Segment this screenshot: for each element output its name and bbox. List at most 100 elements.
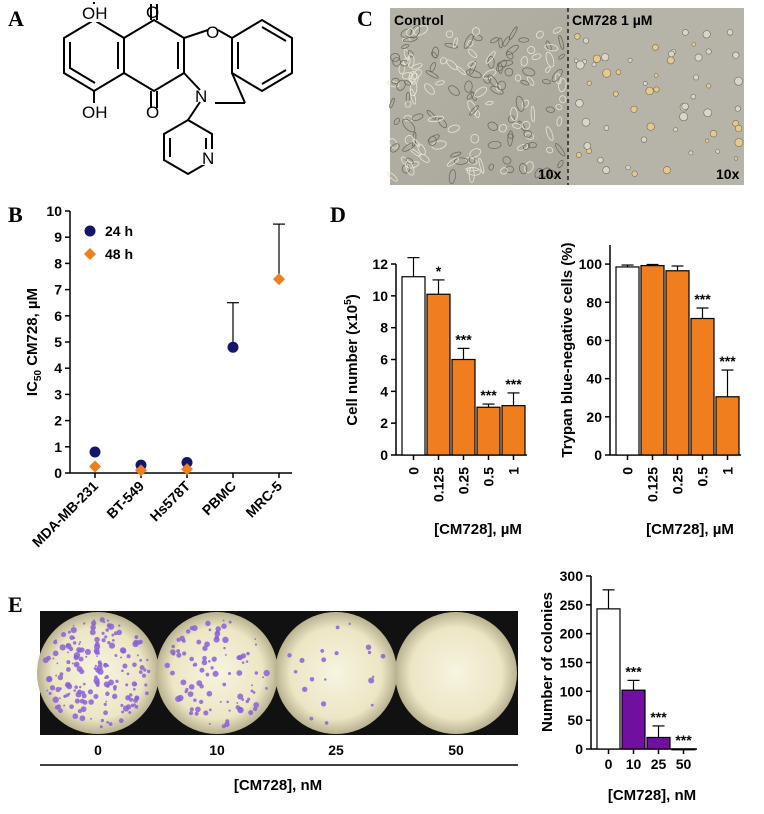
cell-mark (391, 77, 400, 85)
colony-dot (223, 646, 226, 650)
colony-plates: 0 10 25 50 [CM728], nM (37, 611, 518, 794)
cell-mark (522, 67, 536, 77)
colony-dot (120, 703, 124, 708)
colony-dot (250, 689, 254, 693)
colony-dot (107, 640, 111, 645)
significance-label: *** (505, 376, 522, 392)
cell-mark (427, 115, 445, 123)
cell-mark (541, 79, 552, 85)
cell-mark (518, 37, 530, 43)
x-axis-label: [CM728], µM (434, 521, 522, 538)
x-tick-label: 0.25 (670, 467, 686, 494)
colony-dot (208, 722, 211, 725)
colony-dot (225, 719, 230, 724)
colony-dot (128, 710, 132, 714)
colony-dot (101, 631, 105, 635)
colony-dot (265, 687, 268, 690)
colony-dot (74, 698, 80, 704)
plate-axis-label: [CM728], nM (234, 777, 322, 794)
colony-dot (135, 635, 138, 638)
round-cell-mark (709, 129, 718, 138)
cell-mark (500, 167, 508, 175)
bar (451, 358, 476, 456)
round-cell-mark (673, 127, 679, 133)
cell-mark (556, 116, 563, 127)
colony-dot (111, 633, 115, 637)
cell-mark (465, 167, 479, 172)
colony-dot (103, 702, 107, 707)
bar (476, 406, 501, 456)
cell-mark (402, 118, 416, 133)
colony-dot (176, 652, 182, 658)
colony-dot (219, 700, 222, 703)
cell-mark (485, 100, 494, 106)
round-cell-mark (703, 108, 713, 118)
colony-dot (80, 706, 87, 713)
colony-dot (90, 624, 96, 631)
colony-dot (188, 684, 195, 690)
colony-dot (78, 685, 82, 689)
cell-mark (424, 83, 435, 95)
chemical-structure (63, 2, 293, 176)
cell-mark (402, 141, 417, 152)
cell-mark (405, 160, 415, 176)
cell-mark (468, 155, 476, 164)
y-tick-label: 50 (567, 712, 583, 728)
significance-label: *** (694, 291, 711, 307)
cell-mark (410, 25, 421, 39)
colony-dot (226, 700, 229, 704)
round-cell-mark (645, 86, 654, 96)
colony-dot (118, 718, 124, 724)
colony-dot (222, 636, 229, 644)
bar (715, 396, 740, 456)
colony-dot (125, 683, 129, 687)
x-tick-label: 0 (406, 467, 422, 475)
colony-dot (134, 695, 140, 701)
colony-dot (348, 622, 351, 626)
cell-mark (453, 157, 469, 165)
colony-dot (145, 691, 149, 696)
colony-dot (129, 693, 133, 697)
y-tick-label: 0 (575, 741, 583, 757)
round-cell-mark (640, 136, 648, 143)
y-tick-label: 100 (579, 256, 603, 272)
cell-mark (469, 148, 482, 158)
colony-dot (101, 638, 106, 643)
cell-mark (519, 163, 528, 175)
colony-dot (52, 650, 59, 657)
colony-dot (83, 622, 86, 625)
colony-dot (69, 704, 74, 710)
colony-dot (221, 623, 227, 629)
colony-dot (293, 669, 298, 674)
cell-mark (402, 36, 418, 43)
colony-dot (66, 660, 71, 665)
colony-dot (90, 620, 97, 626)
cell-mark (485, 51, 496, 64)
significance-label: *** (455, 331, 472, 347)
colony-dot (241, 698, 245, 701)
round-cell-mark (715, 149, 721, 154)
colony-dot (224, 653, 227, 656)
round-cell-mark (583, 142, 592, 150)
colony-dot (189, 656, 194, 662)
cell-mark (425, 70, 439, 79)
colony-dot (96, 664, 103, 671)
round-cell-mark (631, 170, 638, 177)
cell-mark (469, 60, 477, 75)
colony-dot (52, 696, 59, 703)
colony-dot (248, 710, 254, 716)
colony-dot (59, 672, 64, 677)
point-48h (273, 273, 285, 286)
colony-dot (133, 639, 139, 646)
cell-mark (467, 100, 477, 115)
cell-mark (431, 140, 447, 150)
round-cell-mark (681, 102, 689, 111)
cell-mark (435, 80, 445, 86)
cell-mark (405, 157, 414, 165)
chart-d-cell-number: 0 2 4 6 8 10 12 0 * 0.125 *** 0.25 *** 0.5 *** 1 [CM728]… (343, 256, 527, 538)
cell-mark (428, 136, 437, 146)
bar (690, 317, 715, 456)
colony-dot (380, 653, 386, 659)
cell-mark (470, 91, 477, 102)
x-tick-label: 0.125 (645, 467, 661, 502)
